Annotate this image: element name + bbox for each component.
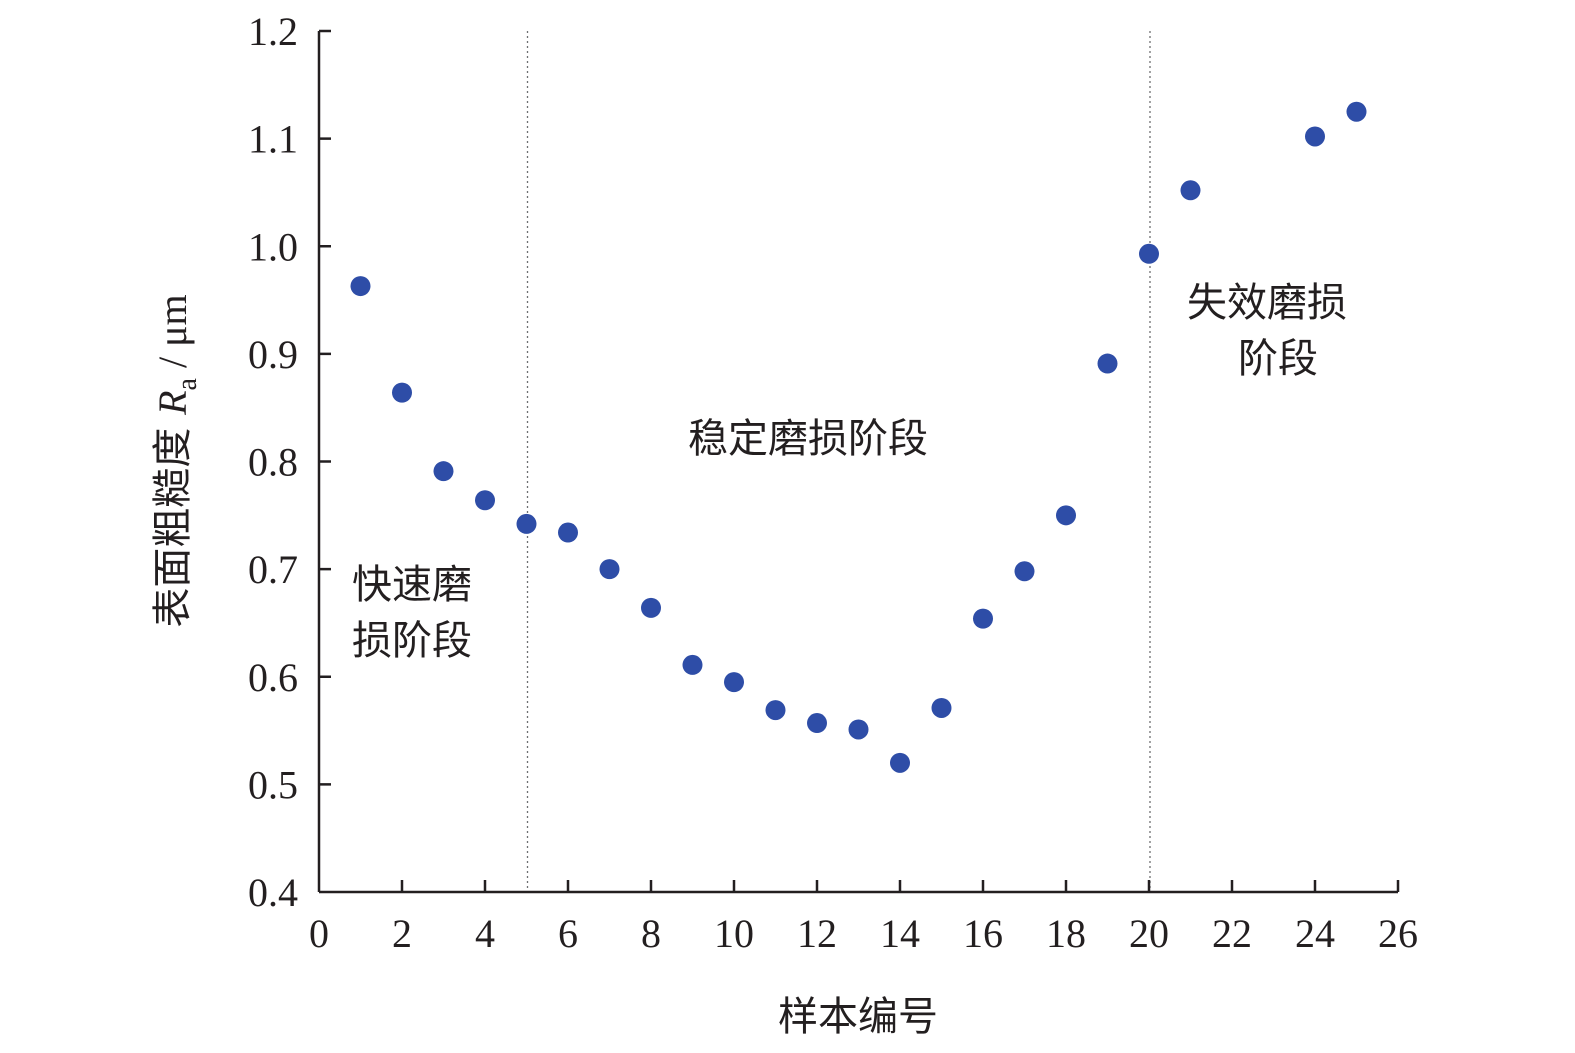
y-tick-label: 0.7 [248, 547, 298, 592]
phase-annotations: 快速磨 损阶段 稳定磨损阶段 失效磨损 阶段 [352, 280, 1360, 664]
y-tick-label: 0.8 [248, 440, 298, 485]
annotation-rapid-wear: 快速磨 损阶段 [352, 562, 485, 664]
y-tick-label: 0.4 [248, 870, 298, 915]
data-point [433, 461, 454, 482]
data-point [1097, 353, 1118, 374]
y-tick-label: 1.0 [248, 224, 298, 269]
data-point [973, 608, 993, 629]
data-point [1014, 561, 1035, 582]
data-points [350, 101, 1367, 773]
y-axis-title-symbol: R [150, 390, 195, 415]
data-point [475, 490, 495, 511]
x-tick-label: 8 [641, 911, 661, 956]
data-point [350, 276, 371, 297]
x-tick-label: 6 [558, 911, 578, 956]
annotation-rapid-wear-line-1: 快速磨 [352, 562, 472, 608]
data-point [516, 513, 537, 534]
y-tick-label: 0.9 [248, 332, 298, 377]
phase-boundary-lines [526, 31, 1151, 892]
y-axis-title-subscript: a [172, 377, 203, 390]
y-tick-label: 0.5 [248, 762, 298, 807]
y-tick-label: 1.1 [248, 117, 298, 162]
x-tick-label: 24 [1295, 911, 1335, 956]
y-axis-title-prefix: 表面粗糙度 [150, 415, 196, 628]
y-axis-ticks: 0.4 0.5 0.6 0.7 0.8 0.9 1.0 1.1 1.2 [248, 9, 331, 915]
y-tick-label: 0.6 [248, 655, 298, 700]
data-point [682, 654, 703, 675]
annotation-stable-wear: 稳定磨损阶段 [688, 416, 928, 462]
y-tick-label: 1.2 [248, 9, 298, 54]
data-point [765, 700, 786, 721]
data-point [848, 719, 869, 740]
y-axis-title-unit: / μm [150, 294, 195, 378]
annotation-rapid-wear-line-2: 损阶段 [352, 618, 472, 664]
data-point [558, 522, 578, 543]
data-point [807, 713, 827, 734]
x-tick-label: 2 [392, 911, 412, 956]
x-axis-ticks: 0 2 4 6 8 10 12 14 16 18 20 22 24 26 [309, 880, 1418, 956]
x-tick-label: 16 [963, 911, 1003, 956]
x-tick-label: 26 [1378, 911, 1418, 956]
data-point [890, 752, 910, 773]
data-point [641, 597, 661, 618]
x-tick-label: 12 [797, 911, 837, 956]
annotation-failure-wear-line-2: 阶段 [1238, 336, 1318, 382]
x-tick-label: 20 [1129, 911, 1169, 956]
data-point [931, 697, 952, 718]
data-point [724, 672, 744, 693]
data-point [1139, 243, 1159, 264]
annotation-stable-wear-line-1: 稳定磨损阶段 [688, 416, 928, 462]
data-point [599, 559, 620, 580]
data-point [1305, 126, 1325, 147]
x-axis-title: 样本编号 [778, 994, 938, 1040]
x-tick-label: 10 [714, 911, 754, 956]
x-tick-label: 18 [1046, 911, 1086, 956]
data-point [1346, 101, 1367, 122]
data-point [1180, 180, 1201, 201]
annotation-failure-wear: 失效磨损 阶段 [1187, 280, 1360, 382]
x-tick-label: 4 [475, 911, 495, 956]
x-tick-label: 0 [309, 911, 329, 956]
x-tick-label: 22 [1212, 911, 1252, 956]
annotation-failure-wear-line-1: 失效磨损 [1187, 280, 1347, 326]
data-point [392, 382, 412, 403]
y-axis-title: 表面粗糙度 Ra / μm [150, 294, 203, 627]
data-point [1056, 505, 1076, 526]
x-tick-label: 14 [880, 911, 920, 956]
